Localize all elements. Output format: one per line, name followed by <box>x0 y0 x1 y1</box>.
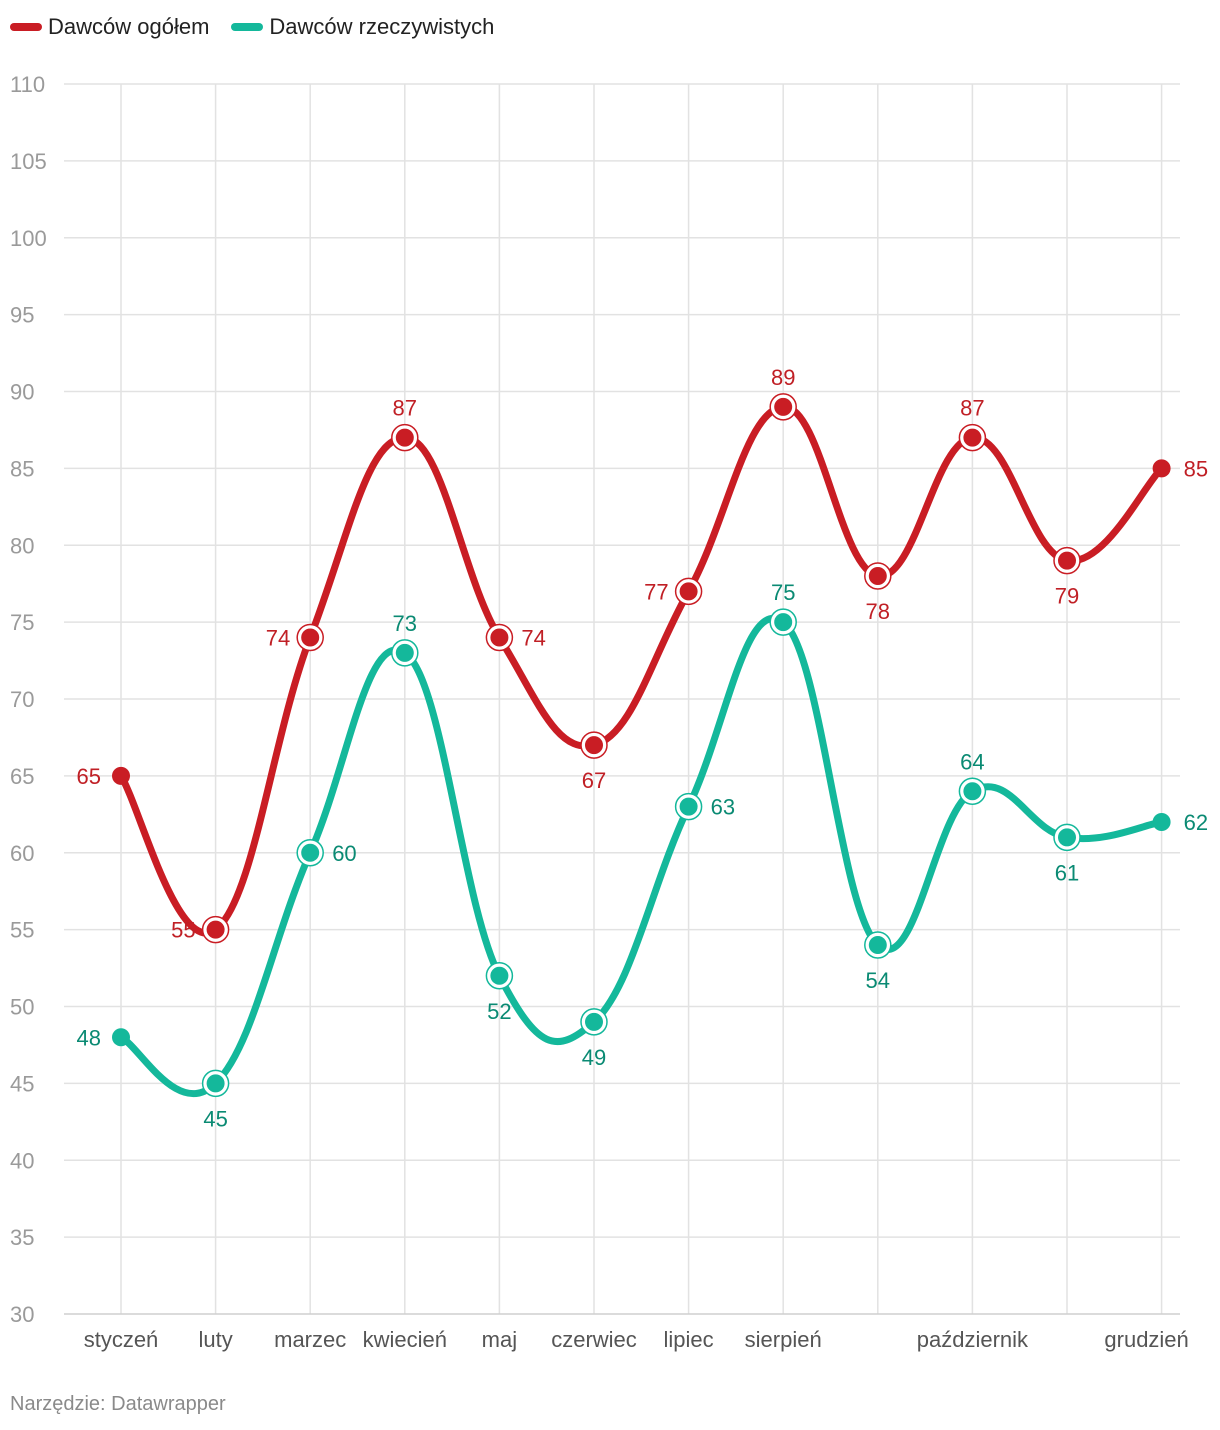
data-label-total: 67 <box>582 768 606 793</box>
data-label-total: 74 <box>266 626 290 651</box>
x-tick-label: październik <box>917 1327 1029 1352</box>
data-point-total <box>1152 459 1171 478</box>
y-tick-label: 35 <box>10 1225 34 1250</box>
data-point-total <box>301 628 320 647</box>
data-label-total: 74 <box>521 626 545 651</box>
data-label-actual: 49 <box>582 1045 606 1070</box>
data-point-total <box>679 582 698 601</box>
legend-swatch-actual <box>231 23 264 31</box>
source-note: Narzędzie: Datawrapper <box>10 1393 226 1415</box>
data-point-total <box>585 736 603 755</box>
y-tick-label: 50 <box>10 995 34 1020</box>
x-tick-label: styczeń <box>84 1327 159 1352</box>
x-tick-label: maj <box>482 1327 517 1352</box>
y-tick-label: 100 <box>10 226 47 251</box>
data-label-actual: 52 <box>487 999 511 1024</box>
data-label-total: 87 <box>393 396 417 421</box>
data-label-actual: 60 <box>332 841 356 866</box>
data-point-actual <box>395 643 414 662</box>
x-tick-label: czerwiec <box>551 1327 637 1352</box>
x-tick-label: luty <box>198 1327 232 1352</box>
y-tick-label: 105 <box>10 149 47 174</box>
data-label-actual: 54 <box>866 968 890 993</box>
data-label-actual: 62 <box>1184 810 1208 835</box>
data-point-actual <box>301 843 320 862</box>
data-label-total: 78 <box>866 599 890 624</box>
y-tick-label: 45 <box>10 1071 34 1096</box>
line-chart: 30 35 40 45 50 55 60 65 70 75 80 85 90 95 100 105 110 sty… <box>10 72 1208 1352</box>
legend-label-actual: Dawców rzeczywistych <box>269 14 495 39</box>
data-point-actual <box>1058 828 1076 847</box>
data-label-actual: 61 <box>1055 860 1079 885</box>
data-point-actual <box>206 1074 225 1093</box>
x-tick-label: grudzień <box>1104 1327 1188 1352</box>
legend-label-total: Dawców ogółem <box>48 14 210 39</box>
data-point-total <box>112 766 130 785</box>
data-label-total: 77 <box>644 579 668 604</box>
data-point-actual <box>1152 813 1171 831</box>
legend-item-total: Dawców ogółem <box>10 14 209 40</box>
y-tick-label: 60 <box>10 841 34 866</box>
y-tick-label: 110 <box>10 72 45 97</box>
y-tick-label: 40 <box>10 1148 34 1173</box>
legend-swatch-total <box>10 23 42 31</box>
series-line-actual <box>117 615 1166 1097</box>
legend-item-actual: Dawców rzeczywistych <box>231 14 494 40</box>
data-point-actual <box>868 936 887 954</box>
data-label-total: 89 <box>771 365 795 390</box>
x-tick-label: lipiec <box>664 1327 714 1352</box>
data-label-actual: 64 <box>960 749 984 774</box>
data-label-total: 55 <box>171 918 195 943</box>
y-tick-label: 70 <box>10 687 34 712</box>
data-label-actual: 48 <box>77 1025 101 1050</box>
data-label-actual: 45 <box>203 1106 227 1131</box>
data-point-total <box>963 428 982 447</box>
data-point-total <box>868 567 887 585</box>
data-point-total <box>206 920 225 939</box>
data-label-total: 87 <box>960 396 984 421</box>
data-point-total <box>395 428 414 447</box>
x-tick-label: marzec <box>274 1327 346 1352</box>
data-point-actual <box>963 782 982 801</box>
y-tick-label: 55 <box>10 918 34 943</box>
y-tick-label: 80 <box>10 533 34 558</box>
data-label-actual: 73 <box>393 611 417 636</box>
y-tick-label: 30 <box>10 1302 34 1327</box>
series-line-total <box>117 403 1166 937</box>
y-tick-label: 95 <box>10 303 34 328</box>
y-tick-label: 65 <box>10 764 34 789</box>
y-tick-label: 90 <box>10 380 34 405</box>
data-label-actual: 63 <box>711 795 735 820</box>
legend: Dawców ogółem Dawców rzeczywistych <box>10 14 516 40</box>
data-point-actual <box>679 797 698 816</box>
data-label-actual: 75 <box>771 580 795 605</box>
y-tick-label: 85 <box>10 456 34 481</box>
x-tick-label: kwiecień <box>363 1327 447 1352</box>
data-point-actual <box>774 613 793 632</box>
data-label-total: 85 <box>1184 456 1208 481</box>
data-point-actual <box>490 966 509 985</box>
y-tick-label: 75 <box>10 610 34 635</box>
data-point-actual <box>112 1028 130 1047</box>
data-point-total <box>774 397 793 416</box>
data-label-total: 65 <box>77 764 101 789</box>
data-label-total: 79 <box>1055 584 1079 609</box>
x-tick-label: sierpień <box>745 1327 822 1352</box>
data-point-total <box>490 628 509 647</box>
data-point-actual <box>585 1012 603 1031</box>
data-point-total <box>1058 551 1076 570</box>
